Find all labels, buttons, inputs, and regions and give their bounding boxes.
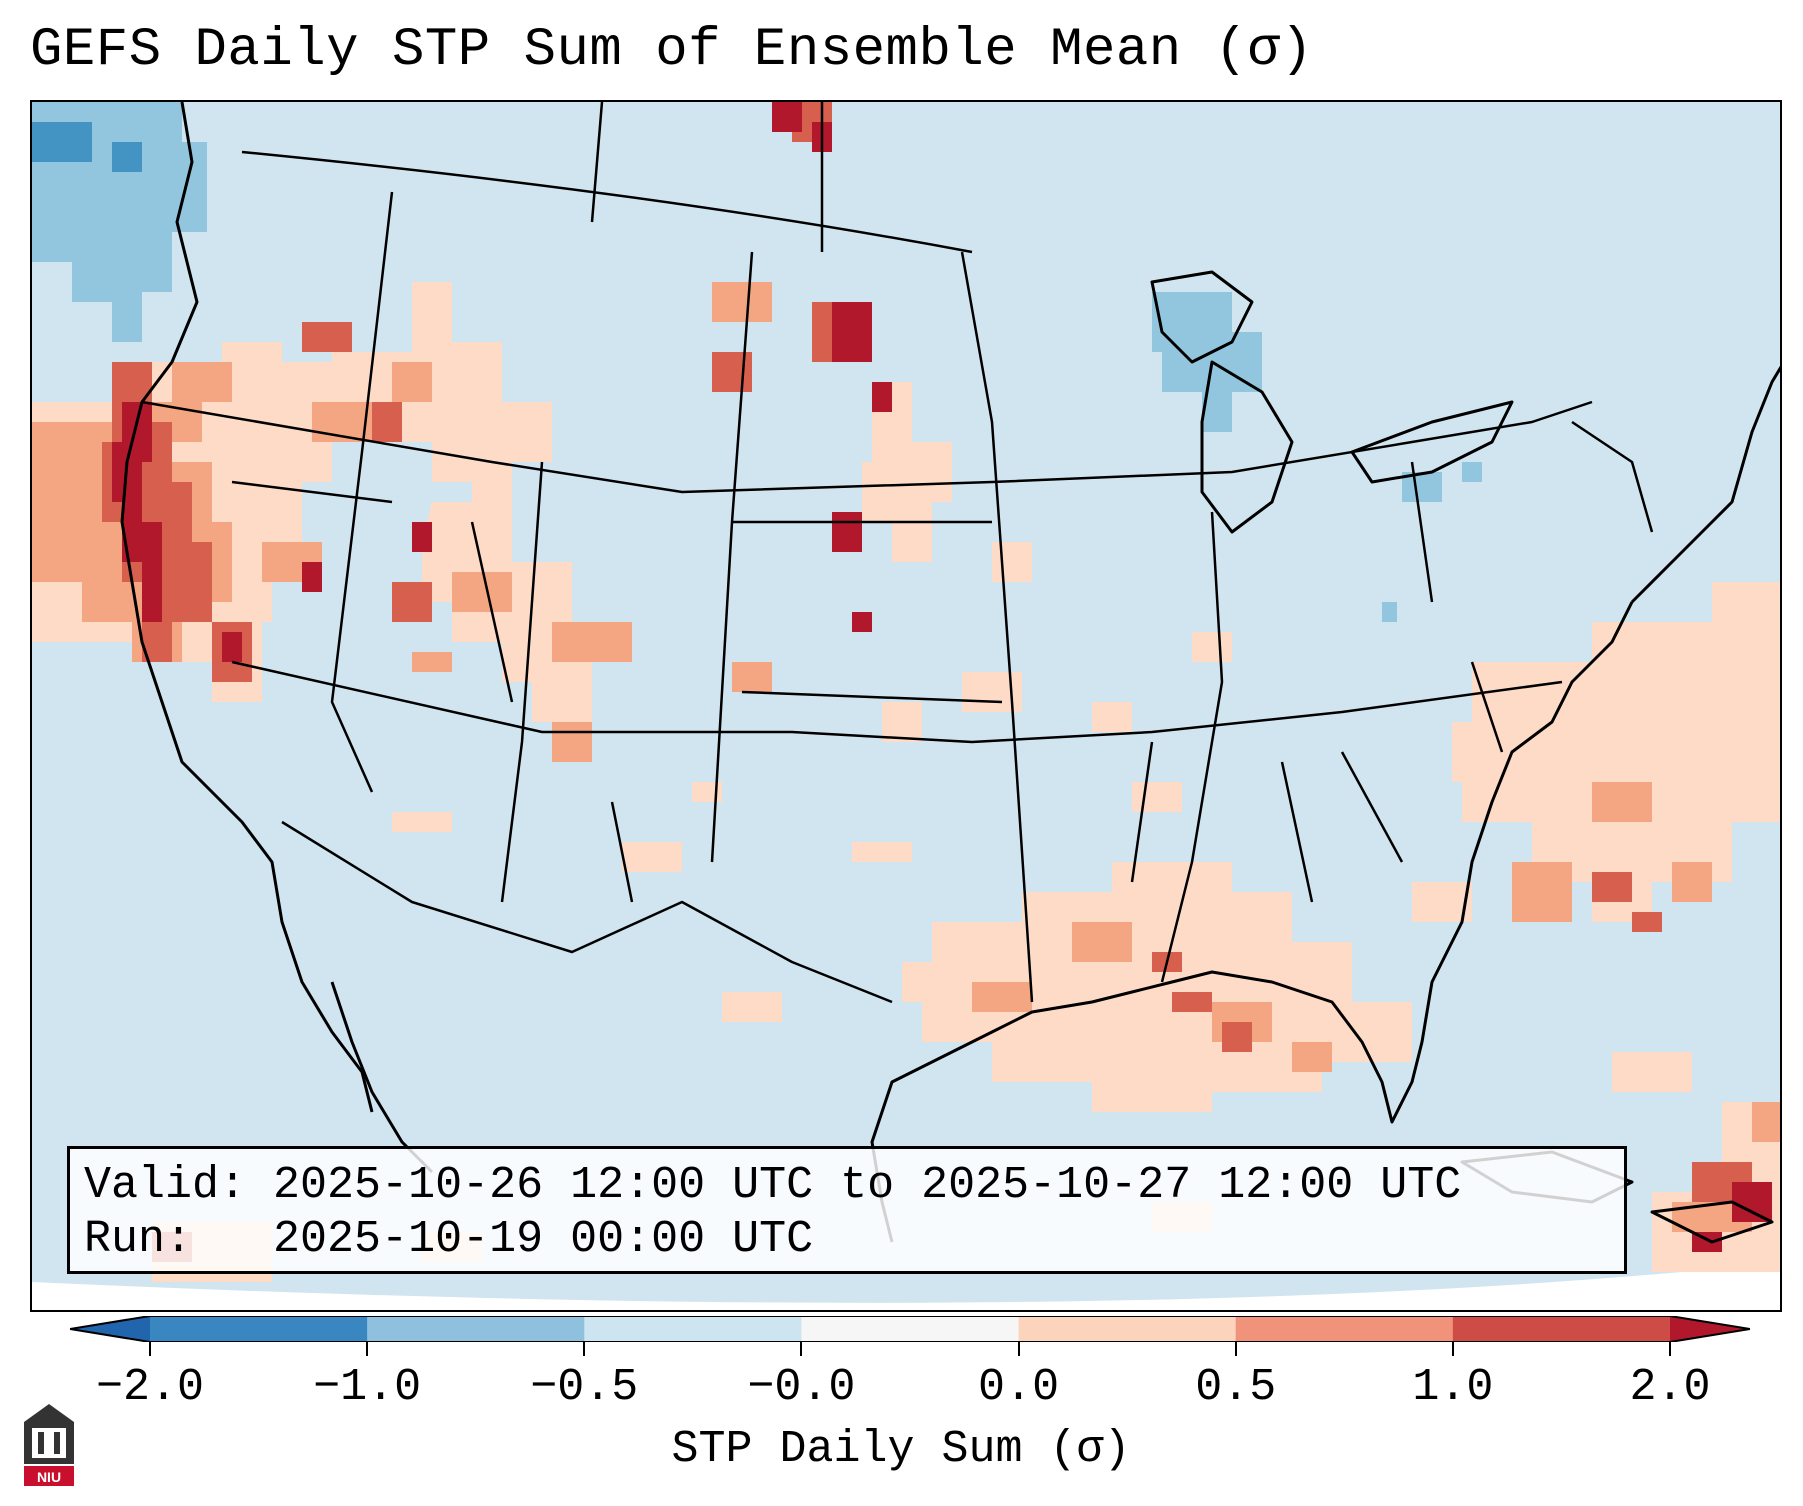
map-svg: [32, 102, 1780, 1303]
colorbar-tick-label: 0.0: [978, 1362, 1060, 1413]
colorbar-tick-label: 1.0: [1412, 1362, 1494, 1413]
chart-title: GEFS Daily STP Sum of Ensemble Mean (σ): [30, 20, 1314, 81]
colorbar-tick-mark: [1017, 1342, 1020, 1356]
valid-range: 2025-10-26 12:00 UTC to 2025-10-27 12:00…: [273, 1160, 1462, 1211]
colorbar-segment: [1018, 1316, 1237, 1342]
colorbar-segment: [1235, 1316, 1454, 1342]
colorbar-tick-label: 0.5: [1195, 1362, 1277, 1413]
colorbar-tick-mark: [149, 1342, 151, 1356]
colorbar-tick-label: −0.5: [530, 1362, 639, 1413]
colorbar-over-arrow: [1670, 1316, 1750, 1342]
colorbar-under-arrow: [70, 1316, 150, 1342]
colorbar-segments: [150, 1316, 1671, 1342]
colorbar-tick-label: 2.0: [1629, 1362, 1711, 1413]
logo-text: NIU: [37, 1469, 61, 1485]
colorbar-tick-mark: [1669, 1342, 1671, 1356]
state-boundaries: [141, 102, 1654, 1004]
valid-time-box: Valid: 2025-10-26 12:00 UTC to 2025-10-2…: [67, 1146, 1627, 1274]
run-label: Run:: [84, 1214, 193, 1265]
colorbar-segment: [367, 1316, 585, 1342]
colorbar-tick-label: −2.0: [95, 1362, 205, 1413]
valid-label: Valid:: [84, 1160, 247, 1211]
colorbar-tick-mark: [1451, 1342, 1454, 1356]
map-panel: [30, 100, 1782, 1312]
run-time: 2025-10-19 00:00 UTC: [273, 1214, 814, 1265]
colorbar-tick-mark: [583, 1342, 586, 1356]
positive-max-patches: [112, 102, 1772, 1252]
colorbar-segment: [801, 1316, 1020, 1342]
colorbar-tick-mark: [366, 1342, 369, 1356]
colorbar-tick-label: −1.0: [313, 1362, 422, 1413]
colorbar-segment: [150, 1316, 368, 1342]
colorbar-tick-mark: [1234, 1342, 1237, 1356]
colorbar-tick-label: −0.0: [747, 1362, 856, 1413]
colorbar-segment: [1452, 1316, 1671, 1342]
negative-strong-patches: [32, 122, 142, 172]
colorbar-label: STP Daily Sum (σ): [671, 1424, 1131, 1475]
colorbar-segment: [584, 1316, 802, 1342]
colorbar: [70, 1316, 1750, 1342]
niu-logo: NIU: [24, 1404, 74, 1486]
colorbar-tick-mark: [800, 1342, 803, 1356]
